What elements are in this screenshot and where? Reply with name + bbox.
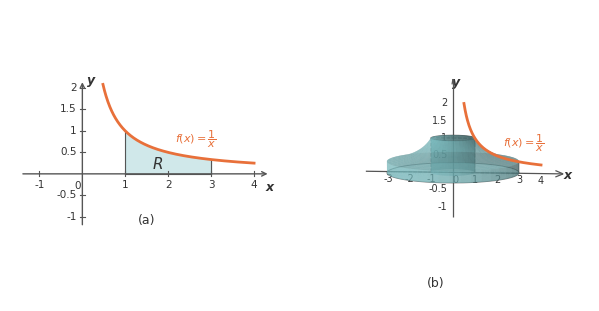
Text: 2: 2	[70, 83, 77, 93]
Text: 1: 1	[70, 126, 77, 136]
Text: 0.5: 0.5	[60, 147, 77, 157]
Text: -1: -1	[66, 212, 77, 222]
Text: 4: 4	[251, 180, 258, 190]
Text: y: y	[87, 74, 95, 87]
Text: 1.5: 1.5	[60, 104, 77, 114]
Text: -1: -1	[34, 180, 44, 190]
Text: 0: 0	[74, 181, 80, 191]
Text: 1: 1	[122, 180, 129, 190]
Text: (a): (a)	[138, 214, 156, 227]
Text: $f(x) = \dfrac{1}{x}$: $f(x) = \dfrac{1}{x}$	[175, 129, 217, 150]
Text: R: R	[152, 157, 163, 172]
Text: (b): (b)	[426, 276, 444, 290]
Text: -0.5: -0.5	[56, 190, 77, 200]
Text: 3: 3	[208, 180, 214, 190]
Text: x: x	[265, 181, 273, 194]
Text: 2: 2	[165, 180, 171, 190]
